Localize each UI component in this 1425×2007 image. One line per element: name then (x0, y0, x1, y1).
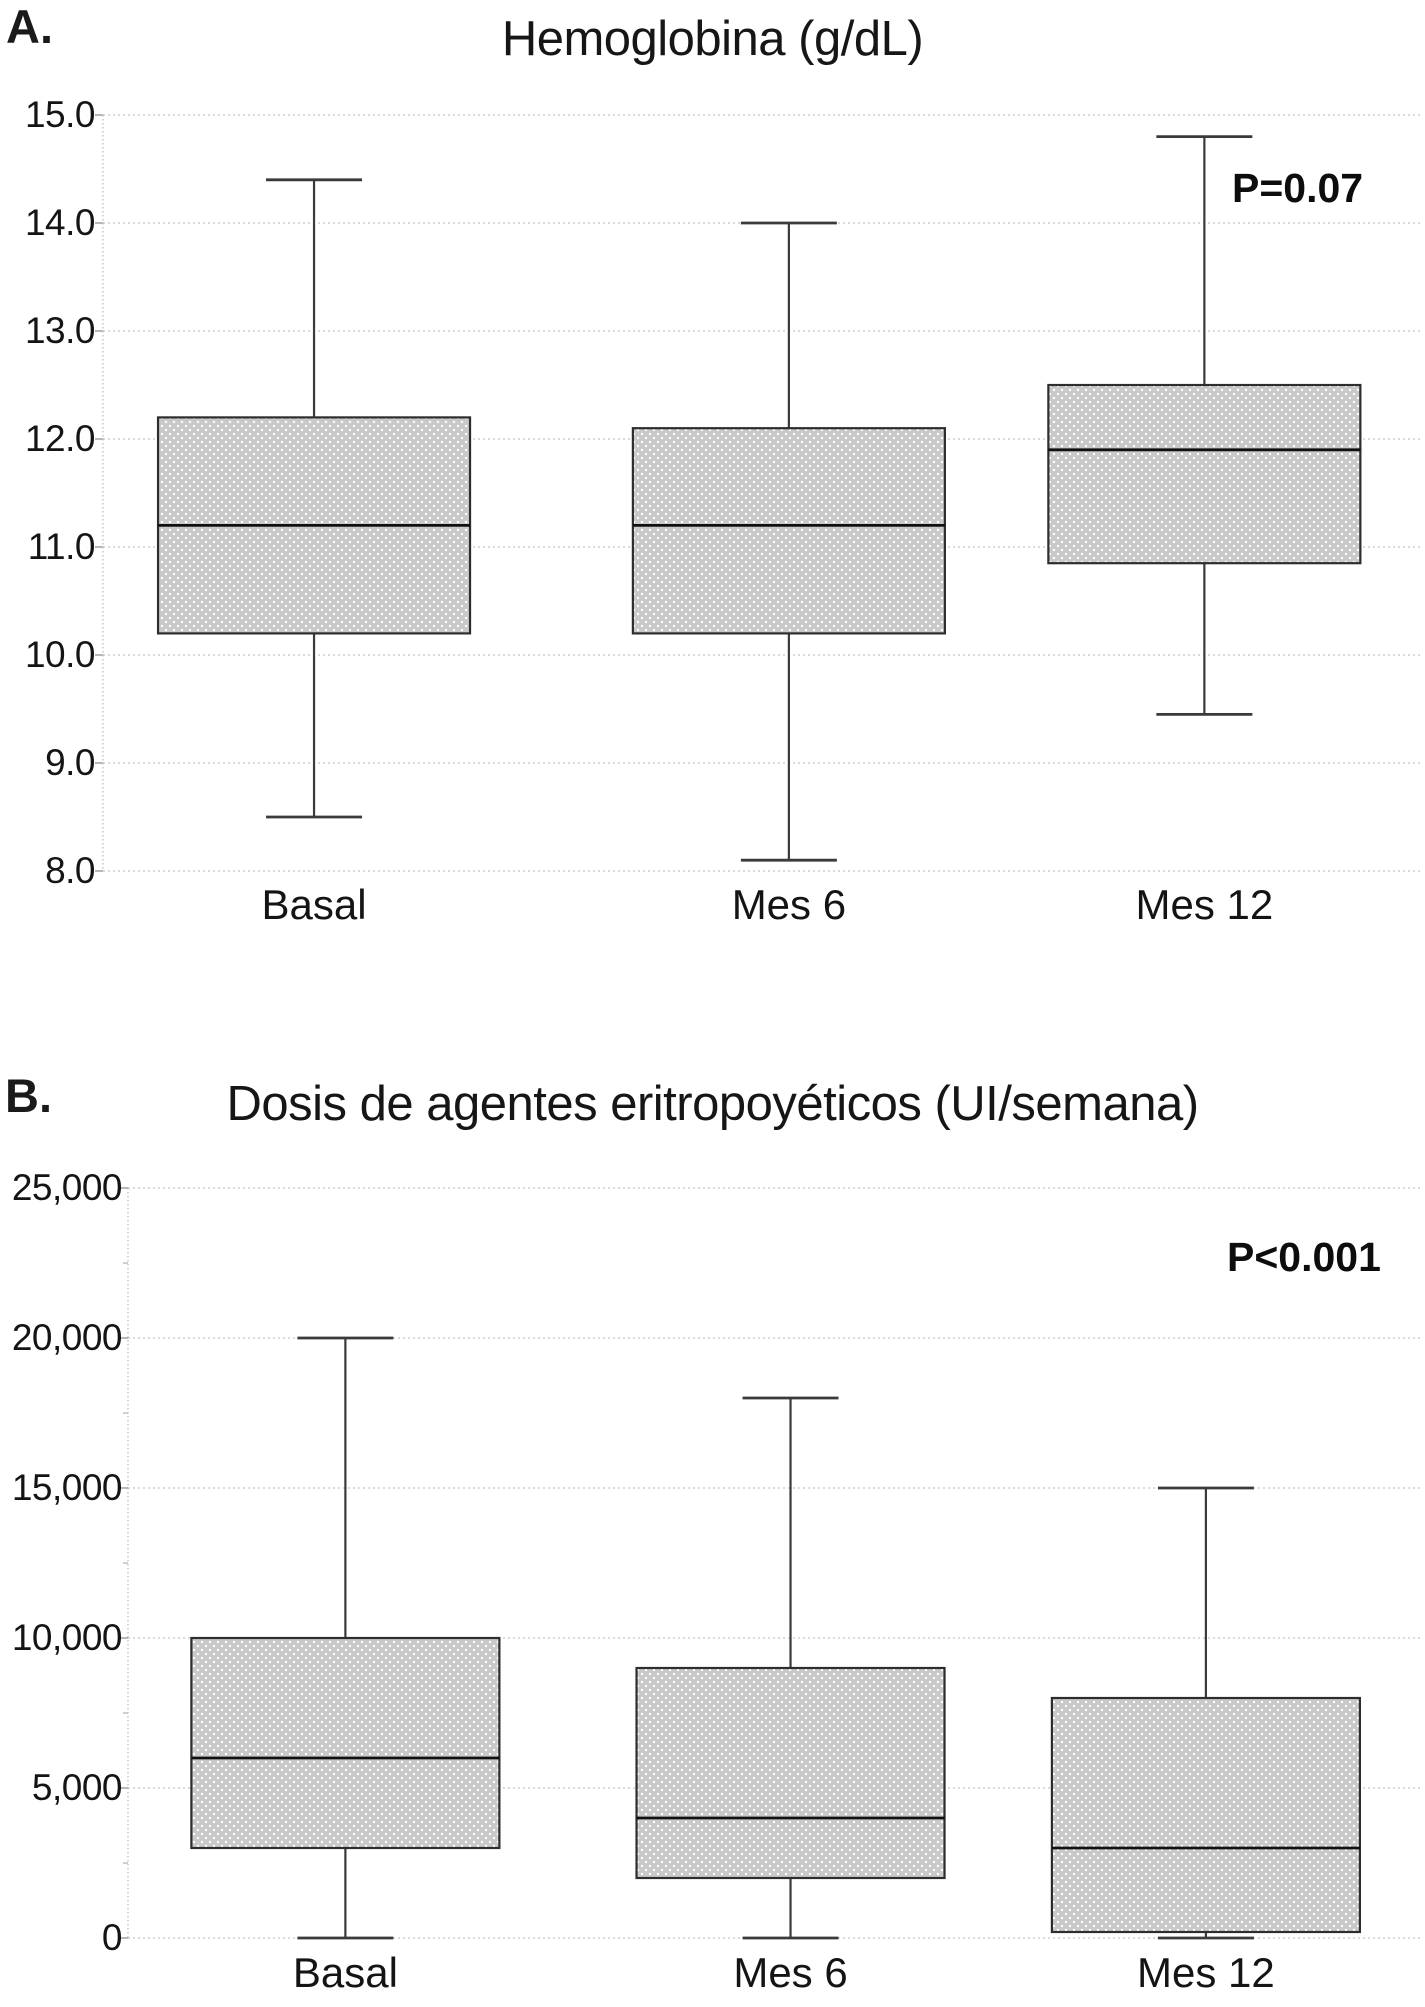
panel-a-title: Hemoglobina (g/dL) (501, 12, 924, 66)
panel-a-letter: A. (6, 0, 53, 53)
y-tick-label: 15,000 (11, 1466, 123, 1508)
y-tick-label: 11.0 (27, 525, 96, 567)
category-label-mes-12: Mes 12 (1135, 881, 1274, 928)
box-mes-12 (1050, 1696, 1362, 1934)
box-mes-6 (635, 1666, 946, 1880)
panel-a-pvalue: P=0.07 (1232, 165, 1364, 211)
panel-b-title: Dosis de agentes eritropoyéticos (UI/sem… (226, 1077, 1199, 1131)
y-tick-label: 5,000 (31, 1766, 123, 1808)
y-tick-label: 12.0 (24, 417, 96, 459)
category-label-mes-6: Mes 6 (731, 881, 847, 928)
box-basal (190, 1636, 501, 1850)
box-mes-12 (1047, 383, 1362, 565)
category-label-mes-12: Mes 12 (1137, 1949, 1275, 1996)
y-tick-label: 14.0 (24, 201, 96, 243)
y-tick-label: 15.0 (24, 93, 96, 135)
box-mes-6 (631, 427, 946, 635)
panel-b-pvalue: P<0.001 (1227, 1234, 1381, 1280)
y-tick-label: 10,000 (11, 1616, 123, 1658)
category-label-basal: Basal (261, 881, 367, 928)
y-tick-label: 20,000 (11, 1316, 123, 1358)
y-tick-label: 8.0 (45, 849, 95, 891)
y-tick-label: 13.0 (24, 309, 96, 351)
panel-b-letter: B. (5, 1069, 52, 1122)
category-label-basal: Basal (292, 1949, 398, 1996)
y-tick-label: 25,000 (11, 1166, 123, 1208)
y-tick-label: 9.0 (45, 741, 95, 783)
category-label-mes-6: Mes 6 (733, 1949, 848, 1996)
y-tick-label: 0 (101, 1916, 123, 1958)
y-tick-label: 10.0 (24, 633, 96, 675)
